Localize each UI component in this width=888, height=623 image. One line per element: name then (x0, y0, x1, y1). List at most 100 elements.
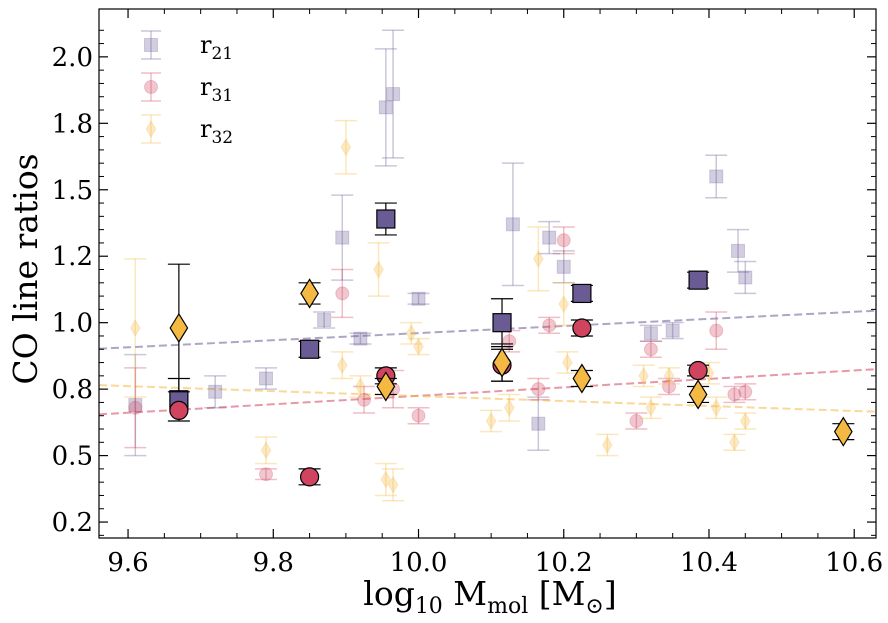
point-r31-individual-10 (629, 414, 644, 429)
series-r32-binned (167, 263, 855, 447)
legend-label-r31: r31 (200, 73, 233, 106)
point-r31-individual-3 (357, 392, 372, 407)
legend-label-base: r (200, 73, 212, 101)
point-r21-individual-10-errorbar (527, 396, 550, 452)
point-r32-binned-6 (833, 416, 853, 447)
point-r21-individual-11 (542, 230, 557, 245)
point-r31-individual-11-errorbar (639, 340, 662, 358)
legend-errorbar-r31 (141, 72, 161, 102)
point-r32-individual-5-errorbar (367, 242, 390, 297)
point-r32-individual-12 (532, 249, 544, 268)
point-r32-binned-5 (688, 379, 708, 410)
point-r32-individual-1-errorbar (255, 436, 278, 465)
point-r31-individual-1 (259, 467, 274, 482)
y-tick-label: 2.0 (52, 43, 93, 73)
point-r31-individual-14-errorbar (723, 385, 746, 404)
legend-label-base: r (200, 115, 212, 143)
y-tick-label: 0.5 (52, 442, 93, 472)
x-axis-title: log10 Mmol [M⊙] (363, 574, 616, 619)
legend-item-r31: r31 (141, 72, 233, 106)
legend-label-subscript: 31 (211, 86, 233, 106)
legend-label-subscript: 21 (211, 44, 233, 64)
series-r32-individual (124, 119, 757, 502)
point-r32-individual-8-errorbar (400, 321, 423, 345)
point-r32-individual-18 (663, 366, 675, 385)
point-r21-individual-10 (531, 416, 546, 431)
point-r32-individual-8 (405, 324, 417, 343)
point-r31-individual-2 (335, 286, 350, 301)
point-r21-individual-4-errorbar (331, 194, 354, 281)
point-r32-individual-6-errorbar (374, 462, 397, 497)
point-r32-individual-13 (558, 295, 570, 314)
point-r32-individual-2-errorbar (331, 351, 354, 380)
point-r32-individual-22-errorbar (734, 412, 757, 430)
fit-line-r21 (99, 309, 876, 350)
point-r31-individual-6 (502, 334, 517, 349)
point-r31-individual-9-errorbar (552, 226, 575, 255)
point-r21-individual-2 (259, 371, 274, 386)
point-r31-binned-5 (688, 360, 708, 381)
axes: 9.6 9.8 10.0 10.2 10.4 10.6 0.2 0.5 0.8 1.0 1.2 1.5… (52, 8, 883, 578)
point-r31-individual-13-errorbar (705, 311, 728, 351)
point-r32-individual-21 (729, 433, 740, 452)
point-r31-binned-4 (572, 318, 592, 338)
point-r21-individual-5 (353, 331, 368, 346)
point-r32-binned-4 (572, 363, 592, 394)
point-r31-binned-0 (169, 400, 189, 421)
point-r21-binned-5 (688, 270, 708, 290)
point-r21-individual-0-errorbar (124, 353, 147, 457)
point-r32-individual-10-errorbar (480, 409, 503, 433)
point-r21-individual-6-errorbar (374, 48, 397, 167)
point-r21-individual-15-errorbar (705, 154, 728, 199)
legend-errorbar-r21 (141, 30, 161, 60)
point-r21-individual-8 (411, 291, 426, 306)
legend-marker-r21 (144, 38, 158, 52)
point-r32-individual-2 (336, 356, 348, 375)
point-r32-individual-1 (260, 441, 272, 460)
point-r31-individual-0-errorbar (124, 367, 147, 449)
point-r32-individual-16-errorbar (632, 364, 655, 388)
point-r31-individual-2-errorbar (331, 268, 354, 319)
point-r21-individual-7-errorbar (382, 29, 405, 159)
point-r32-individual-5 (373, 260, 384, 279)
x-axis-title-m: M (443, 574, 487, 613)
point-r32-individual-18-errorbar (658, 367, 681, 385)
fit-line-r32 (99, 384, 876, 413)
x-tick-label: 10.6 (825, 548, 883, 578)
x-axis-title-log: log (363, 574, 415, 613)
point-r32-individual-7-errorbar (382, 468, 405, 502)
y-tick-label: 0.8 (52, 375, 93, 405)
legend-item-r21: r21 (141, 30, 233, 64)
point-r32-individual-15-errorbar (596, 433, 619, 457)
point-r31-individual-15-errorbar (734, 383, 757, 401)
legend-label-base: r (200, 31, 212, 59)
point-r32-individual-9 (413, 337, 424, 356)
plot-frame (98, 8, 877, 539)
point-r21-individual-3 (317, 313, 332, 328)
point-r21-individual-13-errorbar (639, 324, 662, 343)
point-r21-individual-0 (128, 398, 143, 413)
point-r21-individual-1-errorbar (204, 375, 227, 409)
point-r32-binned-2 (376, 371, 396, 402)
point-r31-individual-13 (709, 323, 724, 338)
x-tick-label: 10.0 (390, 548, 448, 578)
data-points (124, 29, 855, 502)
point-r32-individual-12-errorbar (527, 226, 550, 292)
point-r31-individual-15 (738, 384, 753, 399)
point-r32-individual-17-errorbar (639, 396, 662, 420)
point-r21-individual-13 (643, 326, 658, 341)
x-tick-label: 10.4 (680, 548, 738, 578)
legend-item-r32: r32 (141, 114, 233, 148)
point-r21-individual-4 (335, 230, 350, 245)
point-r21-individual-12 (556, 259, 571, 274)
point-r32-binned-0 (169, 312, 189, 344)
point-r31-individual-12 (662, 379, 677, 394)
y-tick-label: 1.0 (52, 309, 93, 339)
legend-errorbar-r32 (141, 114, 161, 144)
point-r21-individual-9 (505, 217, 520, 232)
fit-lines (99, 309, 876, 416)
point-r32-individual-10 (485, 412, 497, 431)
point-r31-individual-9 (556, 233, 571, 248)
